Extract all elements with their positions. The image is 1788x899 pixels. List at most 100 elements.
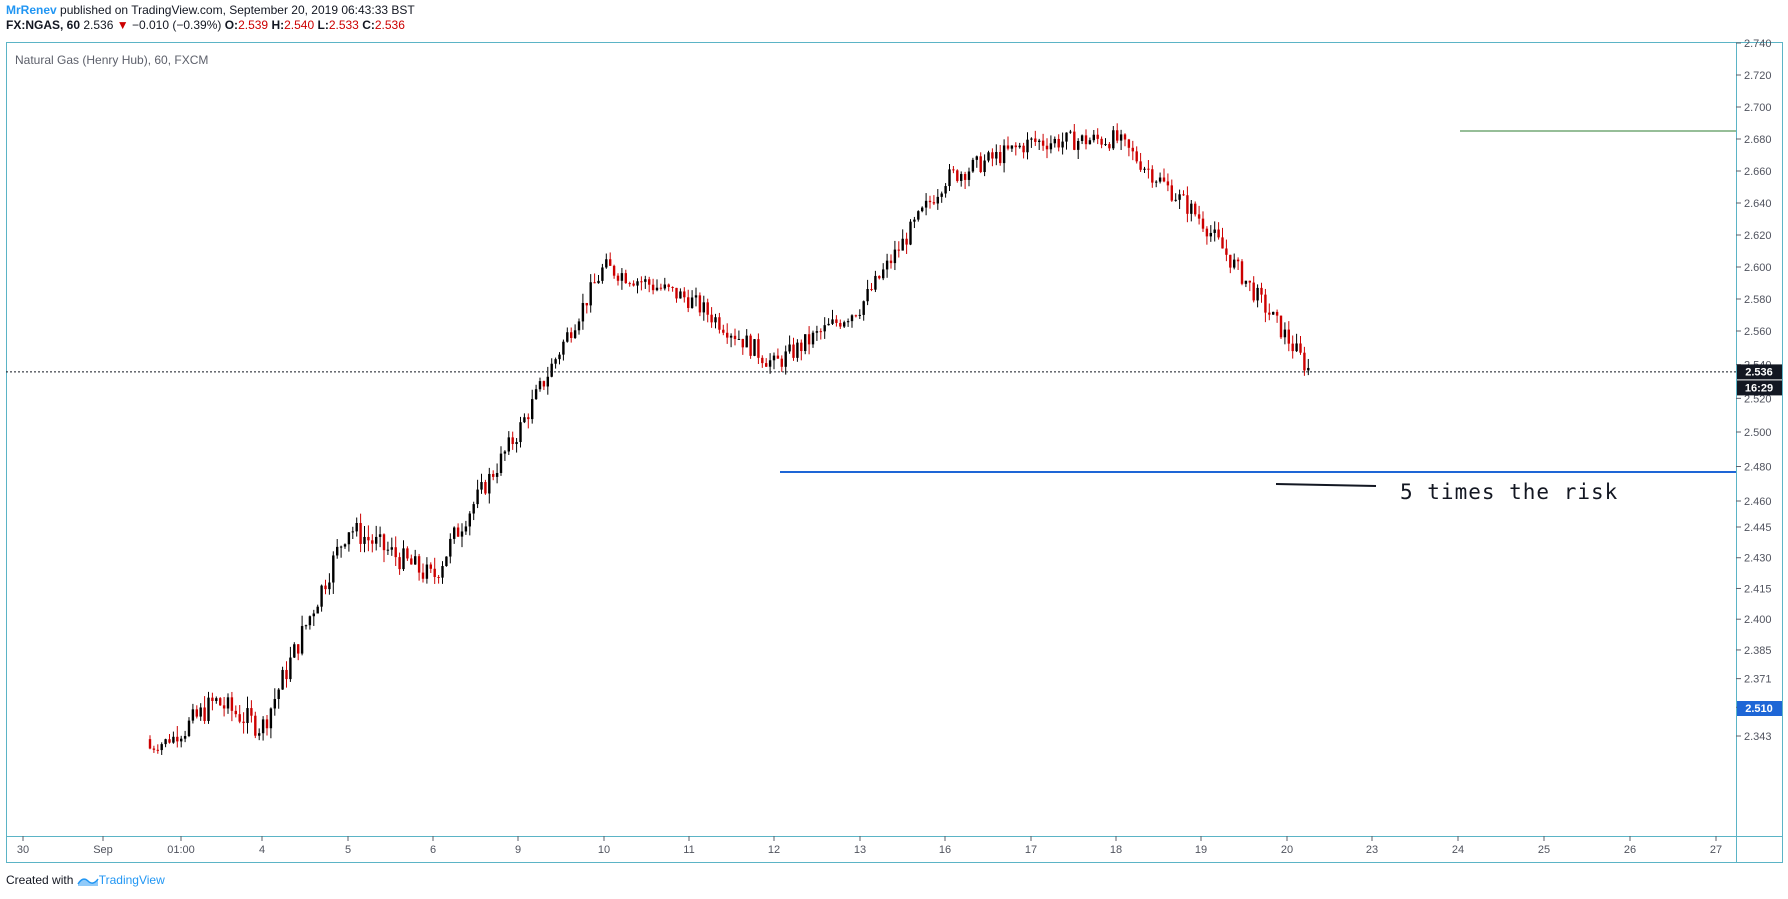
candle [550, 358, 553, 378]
candle [503, 450, 507, 461]
candle-body [1252, 282, 1255, 301]
candle-body [367, 536, 370, 541]
candle [597, 274, 600, 284]
candle [706, 298, 709, 323]
candle [784, 345, 787, 375]
time-tick-label: 16 [939, 844, 951, 856]
candle-body [437, 576, 440, 578]
candle-body [515, 442, 518, 445]
candle [1299, 335, 1302, 355]
candle-body [1088, 140, 1092, 145]
candle [1077, 138, 1080, 159]
candle-body [1143, 168, 1146, 170]
candle-body [1127, 139, 1131, 148]
candle-body [889, 260, 893, 264]
candle-body [1268, 312, 1271, 315]
candle [788, 335, 791, 354]
candle [297, 643, 300, 661]
price-tick-label: 2.343 [1744, 731, 1772, 743]
candle-body [371, 540, 374, 544]
price-tick-label: 2.480 [1744, 462, 1772, 474]
candle [1256, 284, 1259, 308]
candle [757, 333, 760, 365]
candle-body [492, 473, 495, 477]
candle-body [453, 527, 456, 539]
candle [1147, 160, 1150, 179]
price-tick-label: 2.580 [1744, 294, 1772, 306]
candle [866, 279, 869, 306]
candle-body [273, 698, 276, 709]
candle-body [472, 504, 475, 514]
candle [991, 148, 994, 167]
candle-body [761, 357, 764, 364]
candle [449, 533, 452, 564]
candle-body [1303, 352, 1306, 371]
candle-body [480, 482, 483, 490]
candle-body [429, 564, 432, 569]
candle-body [152, 748, 156, 750]
candle [1088, 137, 1092, 145]
candle-body [1096, 134, 1099, 139]
candle-body [1248, 280, 1251, 283]
candle-body [835, 319, 838, 323]
candle [714, 313, 717, 329]
tradingview-link[interactable]: TradingView [98, 873, 165, 887]
time-axis[interactable]: 30 Sep 01:00 4 5 6 9 10 11 12 13 16 17 18 19 20 23 24 25 26… [17, 836, 1722, 856]
candle [585, 302, 588, 314]
candle-body [796, 342, 799, 358]
candle [745, 329, 748, 348]
candle [913, 216, 916, 229]
candle [1112, 126, 1115, 151]
candle [1205, 226, 1209, 245]
annotation-pointer[interactable] [1275, 483, 1377, 487]
candle [316, 604, 319, 614]
price-tick-label: 2.620 [1744, 230, 1772, 242]
candle [527, 413, 530, 429]
close-value: 2.536 [374, 18, 405, 32]
candle-body [987, 152, 990, 161]
candle-body [378, 534, 382, 537]
candle-body [858, 314, 861, 316]
candle-body [328, 582, 331, 590]
candle-body [375, 536, 378, 544]
candle [897, 241, 900, 258]
author-link[interactable]: MrRenev [6, 3, 57, 17]
candle-body [1221, 237, 1224, 249]
candle-body [351, 531, 354, 533]
candle-body [589, 282, 592, 306]
candle-body [215, 698, 218, 702]
annotation-text[interactable]: 5 times the risk [1400, 480, 1618, 504]
candle-body [1283, 329, 1287, 338]
price-tick-label: 2.430 [1744, 553, 1772, 565]
chart-header: MrRenev published on TradingView.com, Se… [6, 3, 415, 33]
candle-body [831, 319, 834, 324]
time-tick-label: 5 [345, 844, 351, 856]
candle-body [1170, 185, 1173, 201]
candle [425, 557, 429, 584]
candle [453, 526, 456, 544]
candle [827, 318, 830, 326]
candle [437, 574, 440, 584]
candle [1197, 205, 1201, 225]
candle-body [211, 697, 214, 702]
candle-body [999, 151, 1002, 164]
candle-body [960, 174, 963, 181]
candle-body [176, 736, 179, 742]
candle-body [878, 275, 881, 279]
candle-body [277, 689, 280, 699]
candle [215, 696, 218, 704]
candle [632, 280, 635, 287]
candle [211, 692, 214, 711]
candle-body [1022, 145, 1025, 153]
candle-body [1287, 329, 1290, 344]
candle-body [468, 513, 471, 527]
candle [285, 661, 288, 688]
candle [519, 416, 522, 448]
candle [885, 253, 889, 278]
candle-body [597, 280, 600, 284]
candle [495, 463, 499, 484]
candle [1244, 280, 1248, 288]
candle [870, 282, 873, 292]
candle-body [632, 283, 635, 286]
